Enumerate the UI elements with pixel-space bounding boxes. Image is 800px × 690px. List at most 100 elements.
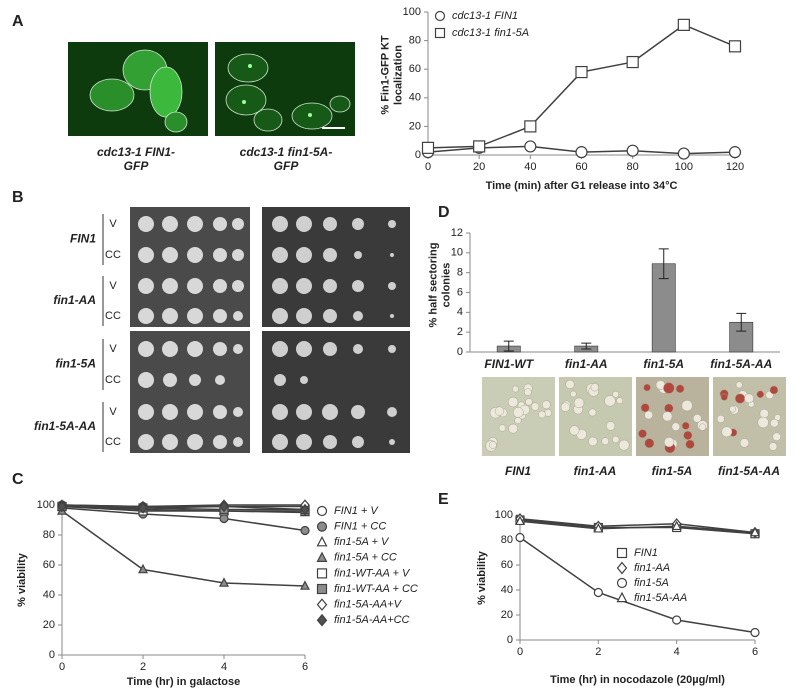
marker bbox=[626, 144, 639, 157]
x-tick-label: fin1-5A bbox=[643, 357, 684, 371]
legend-label: fin1-5A bbox=[634, 577, 669, 589]
spot bbox=[162, 216, 178, 232]
x-tick-label: 2 bbox=[595, 646, 601, 658]
legend-label: FIN1 + CC bbox=[334, 521, 386, 533]
colony bbox=[507, 396, 519, 408]
kt-dot bbox=[248, 64, 252, 68]
spot bbox=[272, 247, 288, 263]
colony bbox=[772, 432, 781, 442]
y-axis-title: localization bbox=[392, 45, 404, 105]
spot bbox=[213, 405, 227, 419]
spot bbox=[138, 216, 154, 232]
marker bbox=[138, 563, 148, 574]
image-caption: GFP bbox=[274, 159, 300, 173]
x-tick-label: FIN1-WT bbox=[484, 357, 534, 371]
colony bbox=[643, 383, 651, 392]
x-tick-label: fin1-5A-AA bbox=[710, 357, 772, 371]
colony bbox=[664, 437, 675, 448]
y-tick-label: 60 bbox=[501, 559, 513, 571]
x-tick-label: 120 bbox=[726, 161, 744, 173]
colony bbox=[570, 390, 577, 398]
colony bbox=[604, 395, 616, 407]
series-line bbox=[519, 520, 756, 534]
condition-label: CC bbox=[105, 249, 121, 261]
colony bbox=[692, 414, 702, 423]
marker bbox=[677, 147, 690, 160]
legend-marker bbox=[316, 521, 328, 532]
spot bbox=[354, 251, 362, 259]
legend-marker bbox=[316, 535, 328, 547]
x-tick-label: 0 bbox=[425, 161, 431, 173]
spot bbox=[187, 247, 203, 263]
spot bbox=[323, 279, 337, 293]
image-caption: fin1-5A bbox=[652, 464, 693, 478]
marker bbox=[57, 500, 67, 513]
spot bbox=[272, 434, 288, 450]
marker bbox=[219, 500, 229, 513]
x-tick-label: 80 bbox=[627, 161, 639, 173]
x-tick-label: fin1-AA bbox=[565, 357, 608, 371]
colony bbox=[618, 439, 630, 451]
x-tick-label: 20 bbox=[473, 161, 485, 173]
x-tick-label: 100 bbox=[675, 161, 693, 173]
x-tick-label: 40 bbox=[524, 161, 536, 173]
colony bbox=[716, 415, 725, 423]
cell bbox=[291, 102, 333, 130]
colony bbox=[675, 384, 685, 394]
spot bbox=[189, 374, 201, 386]
condition-label: V bbox=[109, 280, 117, 292]
spot bbox=[213, 309, 227, 323]
spot bbox=[272, 404, 288, 420]
cell bbox=[225, 84, 267, 116]
y-tick-label: 2 bbox=[457, 326, 463, 338]
marker bbox=[575, 65, 588, 79]
spot bbox=[187, 404, 203, 420]
spot bbox=[215, 375, 225, 385]
colony bbox=[681, 400, 693, 412]
legend-label: fin1-AA bbox=[634, 562, 670, 574]
spot bbox=[300, 376, 308, 384]
colony bbox=[573, 397, 585, 409]
colony bbox=[489, 441, 497, 449]
y-axis-title: % viability bbox=[476, 550, 488, 605]
y-tick-label: 40 bbox=[501, 584, 513, 596]
series-line bbox=[61, 507, 306, 532]
x-axis-title: Time (hr) in nocodazole (20µg/ml) bbox=[550, 674, 725, 686]
spot bbox=[323, 217, 337, 231]
x-axis-title: Time (min) after G1 release into 34°C bbox=[486, 180, 678, 192]
spot bbox=[352, 436, 364, 448]
colony bbox=[770, 418, 779, 428]
x-axis-title: Time (hr) in galactose bbox=[127, 676, 241, 688]
y-tick-label: 20 bbox=[43, 619, 55, 631]
image-caption: FIN1 bbox=[505, 464, 531, 478]
colony bbox=[683, 430, 693, 440]
condition-label: CC bbox=[105, 436, 121, 448]
x-tick-label: 4 bbox=[221, 661, 227, 673]
legend-label: fin1-WT-AA + CC bbox=[334, 583, 418, 595]
colony bbox=[605, 421, 616, 431]
colony bbox=[524, 388, 532, 396]
kt-dot bbox=[242, 100, 246, 104]
marker bbox=[728, 146, 742, 159]
series-line bbox=[61, 505, 306, 511]
strain-label: FIN1 bbox=[70, 232, 96, 246]
spot bbox=[138, 404, 154, 420]
colony bbox=[644, 410, 653, 420]
y-tick-label: 0 bbox=[457, 346, 463, 358]
marker bbox=[219, 513, 229, 524]
colony bbox=[769, 385, 779, 395]
spot bbox=[351, 405, 365, 419]
y-axis-title: % half sectoring bbox=[427, 243, 439, 328]
colony bbox=[569, 425, 580, 436]
y-tick-label: 100 bbox=[37, 499, 55, 511]
y-tick-label: 60 bbox=[43, 559, 55, 571]
spot bbox=[187, 341, 203, 357]
spot bbox=[162, 404, 178, 420]
panel-letter: D bbox=[438, 204, 450, 221]
spot bbox=[296, 247, 312, 263]
spot bbox=[390, 253, 394, 257]
legend-marker bbox=[616, 577, 628, 589]
marker bbox=[473, 140, 486, 153]
